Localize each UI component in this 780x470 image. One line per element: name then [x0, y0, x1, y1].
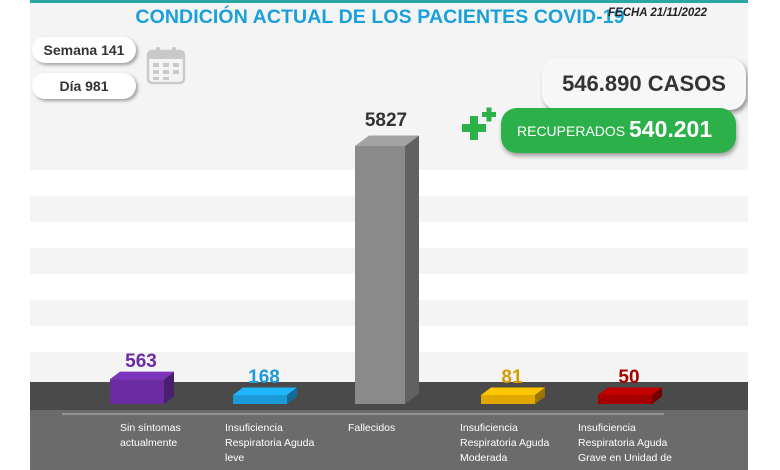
bar-top — [598, 387, 662, 395]
bar — [598, 395, 652, 404]
category-label: Insuficiencia — [578, 422, 636, 434]
category-label: Respiratoria Aguda — [225, 437, 314, 449]
data-label: 5827 — [365, 110, 407, 131]
data-label: 168 — [248, 367, 280, 388]
category-label: Fallecidos — [348, 422, 395, 434]
category-label: Insuficiencia — [460, 422, 518, 434]
category-label: leve — [225, 452, 244, 464]
calendar-icon — [146, 47, 186, 85]
chart-label-strip — [30, 410, 748, 470]
bar-side — [287, 387, 297, 404]
bar-side — [164, 371, 174, 404]
bar-side — [652, 387, 662, 404]
category-label: Respiratoria Aguda — [578, 437, 667, 449]
category-label: Insuficiencia — [225, 422, 283, 434]
category-label: actualmente — [120, 437, 177, 449]
bar-chart: 563 Sin síntomas actualmente 168 Insuficienc… — [30, 110, 748, 470]
week-badge: Semana 141 — [32, 37, 136, 63]
page-title: CONDICIÓN ACTUAL DE LOS PACIENTES COVID-… — [135, 6, 625, 28]
recovered-label: RECUPERADOS — [517, 123, 626, 139]
bar-side — [535, 387, 545, 404]
bar — [355, 146, 405, 404]
category-label: Sin síntomas — [120, 422, 181, 434]
date-label: FECHA 21/11/2022 — [608, 7, 708, 19]
bar-top — [110, 371, 174, 380]
category-label: Moderada — [460, 452, 507, 464]
category-label: Respiratoria Aguda — [460, 437, 549, 449]
recovered-value: 540.201 — [629, 116, 713, 142]
bar-top — [355, 135, 419, 146]
recovered-badge: RECUPERADOS 540.201 — [501, 108, 736, 153]
bar — [110, 379, 164, 404]
data-label: 50 — [618, 367, 639, 388]
bar — [233, 395, 287, 404]
total-cases-badge: 546.890 CASOS — [542, 58, 746, 110]
bar-side — [405, 135, 419, 404]
category-label: Grave en Unidad de — [578, 452, 672, 464]
bar — [481, 395, 535, 404]
top-strip — [30, 0, 748, 3]
plus-icon — [462, 107, 496, 140]
bar-top — [481, 387, 545, 395]
bar-top — [233, 387, 297, 395]
data-label: 563 — [125, 351, 157, 372]
day-badge: Día 981 — [32, 73, 136, 99]
infographic: CONDICIÓN ACTUAL DE LOS PACIENTES COVID-… — [30, 0, 748, 470]
data-label: 81 — [501, 367, 523, 388]
